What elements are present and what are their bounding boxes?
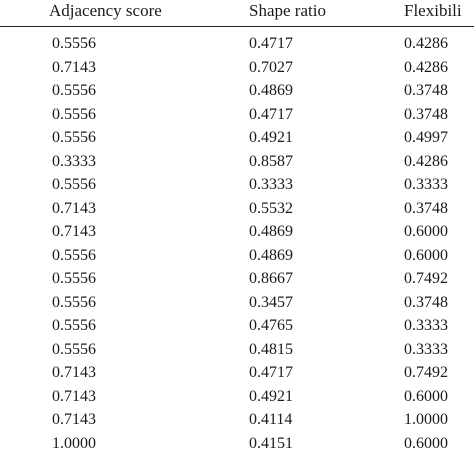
table-row: 0.5556 0.4869 0.3748	[0, 79, 474, 103]
cell-flexibility: 0.3333	[404, 340, 448, 358]
cell-shape-ratio: 0.4869	[249, 246, 293, 264]
cell-shape-ratio: 0.4114	[249, 411, 293, 428]
cell-adjacency-score: 0.5556	[52, 176, 96, 193]
table-header-row: Adjacency score Shape ratio Flexibili	[0, 0, 474, 28]
cell-flexibility: 0.6000	[404, 434, 448, 452]
table-row: 0.7143 0.4921 0.6000	[0, 385, 474, 409]
table-row: 0.5556 0.4717 0.3748	[0, 103, 474, 127]
cell-shape-ratio: 0.7027	[249, 58, 293, 76]
table-row: 0.5556 0.3457 0.3748	[0, 291, 474, 315]
cell-adjacency-score: 0.7143	[52, 387, 96, 405]
cell-flexibility: 1.0000	[404, 411, 448, 428]
cell-shape-ratio: 0.3457	[249, 293, 293, 311]
cell-flexibility: 0.7492	[404, 270, 448, 287]
cell-flexibility: 0.6000	[404, 223, 448, 240]
header-rule	[0, 26, 474, 27]
table-row: 0.5556 0.4921 0.4997	[0, 126, 474, 150]
cell-adjacency-score: 0.5556	[52, 317, 96, 334]
cell-adjacency-score: 0.7143	[52, 58, 96, 76]
table-row: 0.5556 0.8667 0.7492	[0, 267, 474, 291]
cell-shape-ratio: 0.4921	[249, 387, 293, 405]
cell-flexibility: 0.4286	[404, 58, 448, 76]
cell-adjacency-score: 0.5556	[52, 340, 96, 358]
cell-adjacency-score: 0.5556	[52, 35, 96, 52]
cell-flexibility: 0.3748	[404, 105, 448, 123]
cell-shape-ratio: 0.4815	[249, 340, 293, 358]
table-row: 0.5556 0.4765 0.3333	[0, 314, 474, 338]
cell-adjacency-score: 0.7143	[52, 199, 96, 217]
cell-shape-ratio: 0.4869	[249, 223, 293, 240]
cell-flexibility: 0.3748	[404, 293, 448, 311]
cell-adjacency-score: 1.0000	[52, 434, 96, 452]
table-row: 0.7143 0.7027 0.4286	[0, 56, 474, 80]
cell-flexibility: 0.3333	[404, 317, 448, 334]
cell-flexibility: 0.3748	[404, 199, 448, 217]
cell-adjacency-score: 0.7143	[52, 411, 96, 428]
table-row: 0.7143 0.4869 0.6000	[0, 220, 474, 244]
table-row: 0.5556 0.3333 0.3333	[0, 173, 474, 197]
header-shape-ratio: Shape ratio	[249, 1, 326, 20]
cell-flexibility: 0.6000	[404, 387, 448, 405]
table-row: 0.7143 0.4717 0.7492	[0, 361, 474, 385]
cell-shape-ratio: 0.5532	[249, 199, 293, 217]
table-row: 0.7143 0.4114 1.0000	[0, 408, 474, 432]
table-row: 0.5556 0.4815 0.3333	[0, 338, 474, 362]
table-row: 0.5556 0.4717 0.4286	[0, 32, 474, 56]
cell-shape-ratio: 0.3333	[249, 176, 293, 193]
cell-adjacency-score: 0.5556	[52, 82, 96, 99]
cell-flexibility: 0.4286	[404, 35, 448, 52]
cell-adjacency-score: 0.7143	[52, 364, 96, 381]
cell-shape-ratio: 0.4717	[249, 105, 293, 123]
table-row: 0.3333 0.8587 0.4286	[0, 150, 474, 174]
cell-flexibility: 0.3748	[404, 82, 448, 99]
table-row: 0.5556 0.4869 0.6000	[0, 244, 474, 268]
cell-adjacency-score: 0.5556	[52, 293, 96, 311]
cell-adjacency-score: 0.5556	[52, 105, 96, 123]
cell-flexibility: 0.4997	[404, 129, 448, 146]
table-row: 1.0000 0.4151 0.6000	[0, 432, 474, 456]
header-flexibility: Flexibili	[404, 1, 462, 20]
cell-adjacency-score: 0.5556	[52, 270, 96, 287]
cell-flexibility: 0.4286	[404, 152, 448, 170]
cell-adjacency-score: 0.3333	[52, 152, 96, 170]
cell-shape-ratio: 0.4717	[249, 364, 293, 381]
table-row: 0.7143 0.5532 0.3748	[0, 197, 474, 221]
cell-adjacency-score: 0.5556	[52, 129, 96, 146]
cell-shape-ratio: 0.8587	[249, 152, 293, 170]
cell-shape-ratio: 0.4921	[249, 129, 293, 146]
table-body: 0.5556 0.4717 0.4286 0.7143 0.7027 0.428…	[0, 32, 474, 455]
cell-shape-ratio: 0.4717	[249, 35, 293, 52]
cell-shape-ratio: 0.4765	[249, 317, 293, 334]
cell-flexibility: 0.6000	[404, 246, 448, 264]
cell-adjacency-score: 0.5556	[52, 246, 96, 264]
cell-shape-ratio: 0.4151	[249, 434, 293, 452]
cell-shape-ratio: 0.8667	[249, 270, 293, 287]
header-adjacency-score: Adjacency score	[49, 1, 162, 20]
cell-shape-ratio: 0.4869	[249, 82, 293, 99]
cell-flexibility: 0.7492	[404, 364, 448, 381]
cell-adjacency-score: 0.7143	[52, 223, 96, 240]
cell-flexibility: 0.3333	[404, 176, 448, 193]
